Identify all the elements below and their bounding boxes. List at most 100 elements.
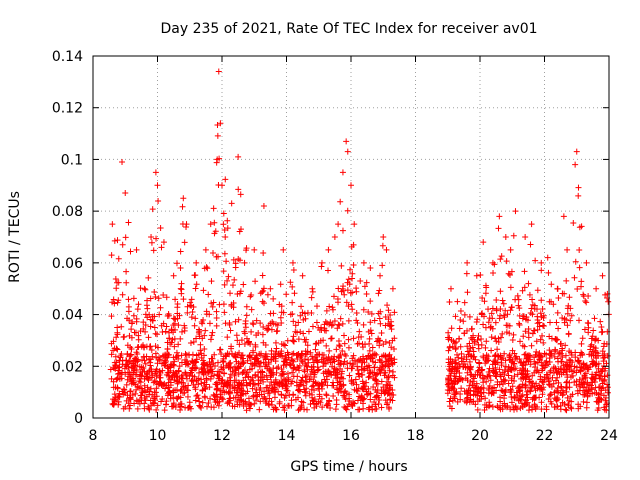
data-point (242, 318, 249, 325)
data-point (539, 362, 546, 369)
data-point (366, 335, 373, 342)
data-point (300, 382, 307, 389)
data-point (178, 359, 185, 366)
data-point (180, 195, 187, 202)
data-point (323, 391, 330, 398)
data-point (237, 191, 244, 198)
data-point (209, 303, 216, 310)
data-point (501, 350, 508, 357)
data-point (536, 352, 543, 359)
data-point (319, 351, 326, 358)
data-point (230, 256, 237, 263)
data-point (470, 332, 477, 339)
data-point (529, 406, 536, 413)
data-point (289, 299, 296, 306)
data-point (363, 279, 370, 286)
data-point (532, 257, 539, 264)
data-point (224, 217, 231, 224)
data-point (322, 378, 329, 385)
data-point (138, 372, 145, 379)
data-point (340, 392, 347, 399)
data-point (234, 389, 241, 396)
data-point (475, 367, 482, 374)
data-point (116, 393, 123, 400)
data-point (295, 319, 302, 326)
data-point (530, 327, 537, 334)
data-point (137, 392, 144, 399)
data-point (349, 361, 356, 368)
data-point (256, 406, 263, 413)
data-point (471, 388, 478, 395)
data-point (218, 350, 225, 357)
data-point (158, 360, 165, 367)
data-point (312, 346, 319, 353)
data-point (501, 400, 508, 407)
data-point (554, 385, 561, 392)
data-point (325, 354, 332, 361)
data-point (449, 343, 456, 350)
data-point (351, 221, 358, 228)
data-point (561, 401, 568, 408)
data-point (291, 290, 298, 297)
data-point (463, 395, 470, 402)
data-point (251, 400, 258, 407)
data-point (552, 377, 559, 384)
data-point (211, 351, 218, 358)
data-point (204, 362, 211, 369)
data-point (489, 259, 496, 266)
data-point (563, 277, 570, 284)
data-point (228, 343, 235, 350)
data-point (472, 356, 479, 363)
data-point (326, 397, 333, 404)
data-point (263, 372, 270, 379)
data-point (148, 234, 155, 240)
data-point (203, 381, 210, 388)
data-point (453, 367, 460, 374)
data-point (240, 281, 247, 288)
data-point (248, 306, 255, 313)
data-point (179, 372, 186, 379)
data-point (221, 227, 228, 234)
data-point (269, 318, 276, 325)
data-point (505, 270, 512, 277)
data-point (158, 382, 165, 389)
data-point (523, 314, 530, 321)
data-point (117, 352, 124, 359)
data-point (509, 383, 516, 390)
data-point (487, 324, 494, 331)
data-point (175, 355, 182, 362)
data-point (368, 330, 375, 337)
data-point (514, 356, 521, 363)
data-point (567, 317, 574, 324)
data-point (340, 361, 347, 368)
data-point (130, 312, 137, 319)
data-point (252, 354, 259, 361)
data-point (134, 351, 141, 358)
data-point (550, 365, 557, 372)
data-point (215, 368, 222, 375)
data-point (163, 323, 170, 330)
data-point (486, 399, 493, 406)
data-point (553, 319, 560, 326)
data-point (288, 356, 295, 363)
data-point (507, 307, 514, 314)
data-point (562, 406, 569, 413)
data-point (354, 363, 361, 370)
data-point (365, 374, 372, 381)
data-point (583, 399, 590, 406)
data-point (519, 362, 526, 369)
data-point (305, 328, 312, 335)
data-point (334, 375, 341, 382)
data-point (357, 277, 364, 284)
data-point (578, 278, 585, 285)
data-point (496, 213, 503, 220)
data-point (348, 243, 355, 250)
data-point (284, 337, 291, 344)
chart-title: Day 235 of 2021, Rate Of TEC Index for r… (160, 21, 537, 37)
data-point (200, 360, 207, 367)
data-point (331, 317, 338, 324)
data-point (272, 350, 279, 357)
data-point (388, 344, 395, 351)
data-point (189, 364, 196, 371)
data-point (490, 270, 497, 277)
